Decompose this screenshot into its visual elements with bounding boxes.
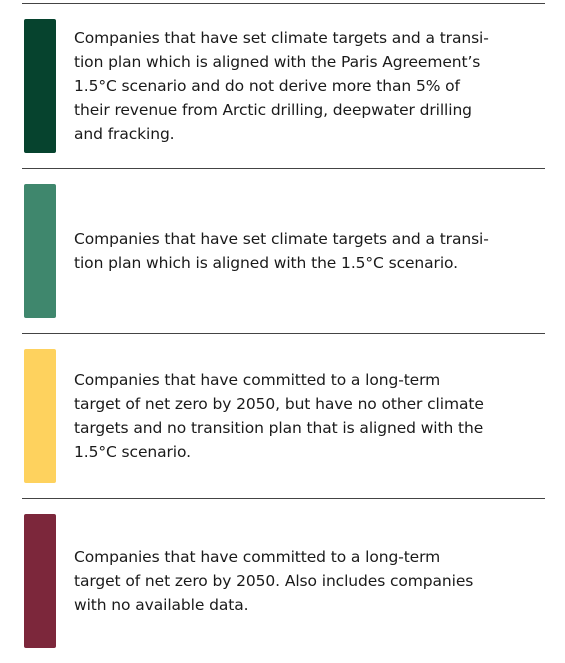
- text-line: Companies that have set climate targets …: [74, 29, 489, 47]
- legend-row: Companies that have set climate targets …: [22, 168, 545, 333]
- text-line: target of net zero by 2050. Also include…: [74, 572, 474, 590]
- legend-row: Companies that have committed to a long-…: [22, 498, 545, 663]
- color-swatch: [24, 514, 56, 648]
- color-swatch: [24, 349, 56, 483]
- text-line: Companies that have committed to a long-…: [74, 371, 441, 389]
- legend-row: Companies that have set climate targets …: [22, 3, 545, 168]
- text-line: Companies that have set climate targets …: [74, 230, 489, 248]
- text-line: target of net zero by 2050, but have no …: [74, 395, 484, 413]
- description: Companies that have set climate targets …: [74, 26, 489, 146]
- text-line: tion plan which is aligned with the 1.5°…: [74, 254, 458, 272]
- text-line: 1.5°C scenario and do not derive more th…: [74, 77, 460, 95]
- text-line: their revenue from Arctic drilling, deep…: [74, 101, 472, 119]
- text-line: with no available data.: [74, 596, 249, 614]
- legend: Companies that have set climate targets …: [22, 3, 545, 663]
- text-line: and fracking.: [74, 125, 175, 143]
- description: Companies that have committed to a long-…: [74, 368, 484, 464]
- description: Companies that have committed to a long-…: [74, 545, 473, 617]
- legend-row: Companies that have committed to a long-…: [22, 333, 545, 498]
- color-swatch: [24, 19, 56, 153]
- text-line: targets and no transition plan that is a…: [74, 419, 484, 437]
- text-line: tion plan which is aligned with the Pari…: [74, 53, 481, 71]
- color-swatch: [24, 184, 56, 318]
- text-line: 1.5°C scenario.: [74, 443, 191, 461]
- text-line: Companies that have committed to a long-…: [74, 548, 441, 566]
- description: Companies that have set climate targets …: [74, 227, 489, 275]
